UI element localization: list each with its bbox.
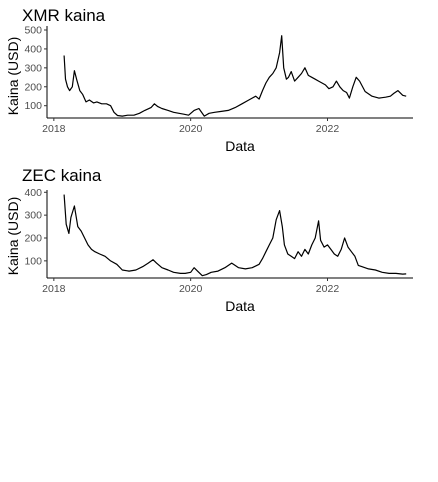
zec-y-axis-title: Kaina (USD) xyxy=(5,197,21,276)
zec-y-ticks: 100 200 300 400 xyxy=(24,187,47,267)
zec-x-tick-label: 2018 xyxy=(42,283,66,295)
zec-y-tick-label: 100 xyxy=(24,255,42,267)
zec-x-axis-title: Data xyxy=(225,298,255,314)
xmr-y-ticks: 100 200 300 400 500 xyxy=(24,25,47,112)
zec-chart-title: ZEC kaina xyxy=(22,166,102,185)
xmr-x-axis-title: Data xyxy=(225,138,255,154)
zec-price-line xyxy=(63,194,407,277)
xmr-x-tick-label: 2022 xyxy=(316,123,340,135)
xmr-x-tick-label: 2018 xyxy=(42,123,66,135)
zec-y-tick-label: 200 xyxy=(24,233,42,245)
xmr-y-axis-title: Kaina (USD) xyxy=(5,37,21,116)
xmr-x-tick-label: 2020 xyxy=(179,123,203,135)
xmr-price-line xyxy=(63,35,407,117)
zec-x-tick-label: 2020 xyxy=(179,283,203,295)
xmr-y-tick-label: 100 xyxy=(24,100,42,112)
xmr-x-ticks: 2018 2020 2022 xyxy=(42,118,339,135)
xmr-y-tick-label: 300 xyxy=(24,62,42,74)
xmr-y-tick-label: 400 xyxy=(24,43,42,55)
xmr-y-tick-label: 500 xyxy=(24,25,42,37)
xmr-chart-title: XMR kaina xyxy=(22,6,106,25)
zec-y-tick-label: 300 xyxy=(24,210,42,222)
xmr-chart-panel: XMR kaina 2018 2020 2022 100 200 300 400 500 D… xyxy=(5,6,413,154)
zec-x-ticks: 2018 2020 2022 xyxy=(42,278,339,295)
zec-x-tick-label: 2022 xyxy=(316,283,340,295)
zec-chart-panel: ZEC kaina 2018 2020 2022 100 200 300 400 Data… xyxy=(5,166,413,314)
zec-y-tick-label: 400 xyxy=(24,187,42,199)
xmr-y-tick-label: 200 xyxy=(24,81,42,93)
